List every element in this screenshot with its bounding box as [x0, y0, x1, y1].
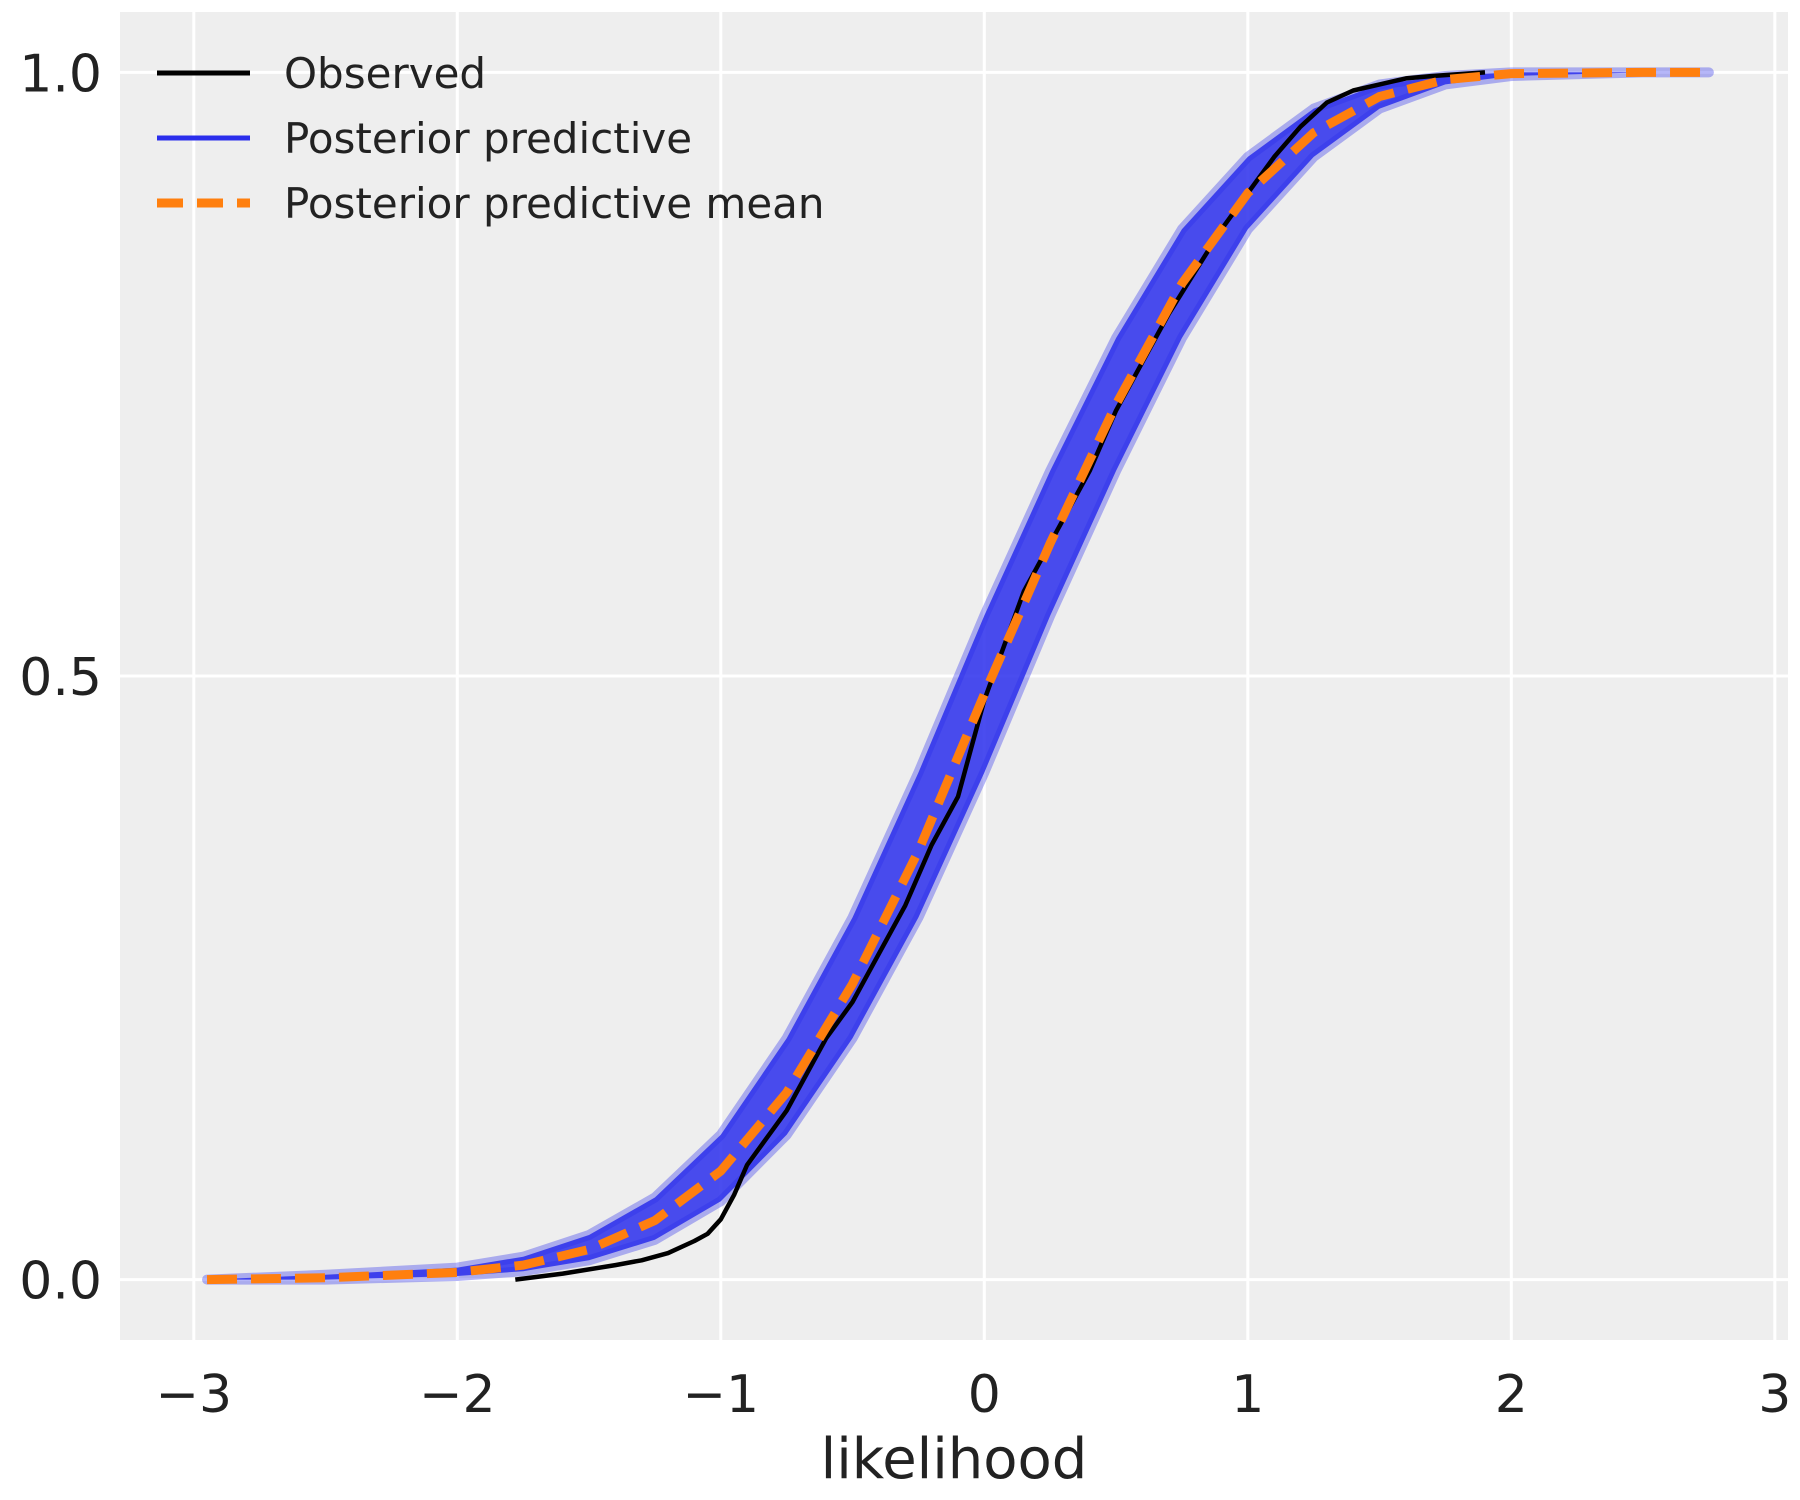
legend-label: Observed: [284, 49, 486, 98]
posterior-predictive-band: [202, 67, 1714, 1285]
tick-labels: −3 −2 −1 0 1 2 3 0.0 0.5 1.0: [19, 44, 1791, 1425]
legend-entry-observed: Observed: [157, 49, 486, 98]
legend-entry-posterior-predictive-mean: Posterior predictive mean: [157, 179, 825, 228]
x-tick-label: −1: [682, 1365, 759, 1425]
legend-label: Posterior predictive mean: [284, 179, 825, 228]
legend-label: Posterior predictive: [284, 114, 692, 163]
series-layer: [202, 67, 1714, 1285]
x-tick-label: 2: [1495, 1365, 1528, 1425]
observed-line: [515, 70, 1486, 1282]
x-tick-label: −2: [419, 1365, 496, 1425]
x-tick-label: 3: [1758, 1365, 1791, 1425]
y-tick-label: 1.0: [19, 44, 102, 104]
legend: Observed Posterior predictive Posterior pr…: [157, 49, 825, 228]
y-tick-label: 0.5: [19, 648, 102, 708]
y-tick-label: 0.0: [19, 1252, 102, 1312]
posterior-predictive-mean-line: [206, 67, 1709, 1285]
legend-entry-posterior-predictive: Posterior predictive: [157, 114, 692, 163]
x-tick-label: 1: [1231, 1365, 1264, 1425]
x-axis-title: likelihood: [821, 1427, 1088, 1492]
x-tick-label: 0: [968, 1365, 1001, 1425]
x-tick-label: −3: [155, 1365, 232, 1425]
